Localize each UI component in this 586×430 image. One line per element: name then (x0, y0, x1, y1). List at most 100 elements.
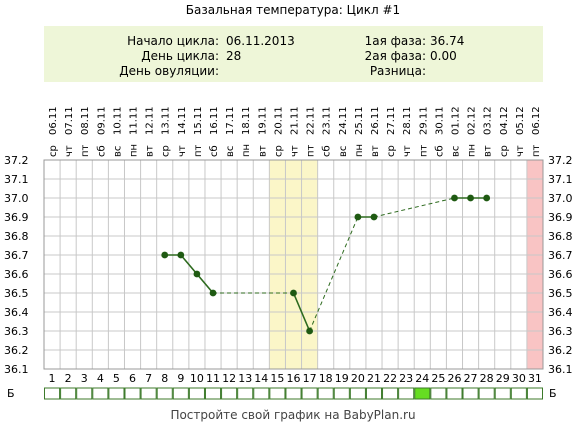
day-number: 6 (129, 372, 136, 385)
day-number: 12 (222, 372, 236, 385)
day-number: 9 (177, 372, 184, 385)
bottom-row-label-right: Б (549, 387, 557, 400)
date-label: 23.11 (322, 106, 333, 135)
date-label: 13.11 (161, 106, 172, 135)
weekday-label: чт (177, 145, 188, 157)
temperature-point (354, 213, 362, 221)
day-number: 22 (383, 372, 397, 385)
date-label: 19.11 (257, 106, 268, 135)
weekday-label: вт (483, 145, 494, 157)
y-tick-label-right: 37.2 (548, 154, 573, 167)
weekday-label: вт (257, 145, 268, 157)
day-number: 23 (399, 372, 413, 385)
temperature-point (161, 251, 169, 259)
day-number: 4 (97, 372, 104, 385)
weekday-label: вс (225, 146, 236, 157)
day-box (92, 387, 109, 400)
weekday-label: пн (354, 144, 365, 157)
y-tick-label-left: 36.4 (4, 306, 29, 319)
day-box (526, 387, 543, 400)
day-box (349, 387, 366, 400)
cycle-start-label: Начало цикла: (127, 34, 219, 48)
date-label: 26.11 (370, 106, 381, 135)
temperature-point (290, 289, 297, 297)
weekday-label: пн (129, 144, 140, 157)
y-tick-label-left: 36.3 (4, 325, 29, 338)
day-box (44, 387, 61, 400)
date-label: 08.11 (80, 106, 91, 135)
temperature-line-segment (196, 273, 214, 294)
y-tick-label-right: 36.2 (548, 344, 573, 357)
day-box (172, 387, 189, 400)
day-number: 13 (238, 372, 252, 385)
y-tick-label-right: 37.0 (548, 192, 573, 205)
temperature-point (306, 327, 313, 335)
temperature-point (467, 194, 474, 202)
date-label: 17.11 (225, 106, 236, 135)
date-label: 01.12 (450, 106, 461, 135)
weekday-label: пт (80, 144, 91, 157)
date-label: 05.12 (515, 106, 526, 135)
weekday-label: пт (306, 144, 317, 157)
day-number: 21 (367, 372, 381, 385)
temperature-point (209, 289, 217, 297)
weekday-label: сб (96, 145, 107, 157)
day-box (156, 387, 173, 400)
date-label: 29.11 (418, 106, 429, 135)
highlight-day-16 (285, 160, 302, 369)
date-label: 10.11 (112, 106, 123, 135)
day-number: 30 (512, 372, 526, 385)
day-box (430, 387, 447, 400)
weekday-label: чт (515, 145, 526, 157)
y-tick-label-right: 36.1 (548, 363, 573, 376)
date-label: 09.11 (96, 106, 107, 135)
cycle-info-panel: Начало цикла: 06.11.2013 День цикла: 28 … (44, 26, 543, 82)
plot-border (43, 159, 544, 370)
y-tick-label-right: 36.7 (548, 249, 573, 262)
phase2-label: 2ая фаза: (364, 49, 426, 63)
y-tick-label-left: 37.1 (4, 173, 29, 186)
day-box (188, 387, 205, 400)
highlight-day-17 (301, 160, 318, 369)
day-box (365, 387, 383, 400)
day-box (494, 387, 511, 400)
date-label: 15.11 (193, 106, 204, 135)
day-box (333, 387, 350, 400)
temperature-point (177, 251, 185, 259)
date-label: 11.11 (129, 106, 140, 135)
day-number: 1 (49, 372, 56, 385)
date-label: 21.11 (290, 106, 301, 135)
date-label: 24.11 (338, 106, 349, 135)
cycle-start-value: 06.11.2013 (226, 34, 295, 48)
footer-link[interactable]: Постройте свой график на BabyPlan.ru (170, 408, 416, 422)
day-number: 19 (335, 372, 349, 385)
y-tick-label-left: 36.2 (4, 344, 29, 357)
bottom-row-label-left: Б (7, 387, 15, 400)
date-label: 14.11 (177, 106, 188, 135)
y-tick-label-right: 37.1 (548, 173, 573, 186)
y-tick-label-left: 36.9 (4, 211, 29, 224)
y-tick-label-right: 36.3 (548, 325, 573, 338)
date-label: 20.11 (273, 106, 284, 135)
day-number: 17 (303, 372, 317, 385)
date-label: 16.11 (209, 106, 220, 135)
weekday-label: сб (322, 145, 333, 157)
date-label: 30.11 (434, 106, 445, 135)
day-number: 25 (431, 372, 445, 385)
weekday-label: сб (434, 145, 445, 157)
y-tick-label-left: 36.5 (4, 287, 29, 300)
date-label: 22.11 (306, 106, 317, 135)
weekday-label: вт (370, 145, 381, 157)
date-label: 27.11 (386, 106, 397, 135)
y-tick-label-right: 36.8 (548, 230, 573, 243)
weekday-label: ср (499, 145, 510, 157)
temperature-line-segment (292, 292, 311, 332)
day-number: 10 (190, 372, 204, 385)
day-number: 26 (447, 372, 461, 385)
day-box (398, 387, 415, 400)
date-label: 18.11 (241, 106, 252, 135)
day-box (414, 387, 431, 400)
y-tick-label-left: 37.2 (4, 154, 29, 167)
day-number: 16 (287, 372, 301, 385)
day-number: 31 (528, 372, 542, 385)
